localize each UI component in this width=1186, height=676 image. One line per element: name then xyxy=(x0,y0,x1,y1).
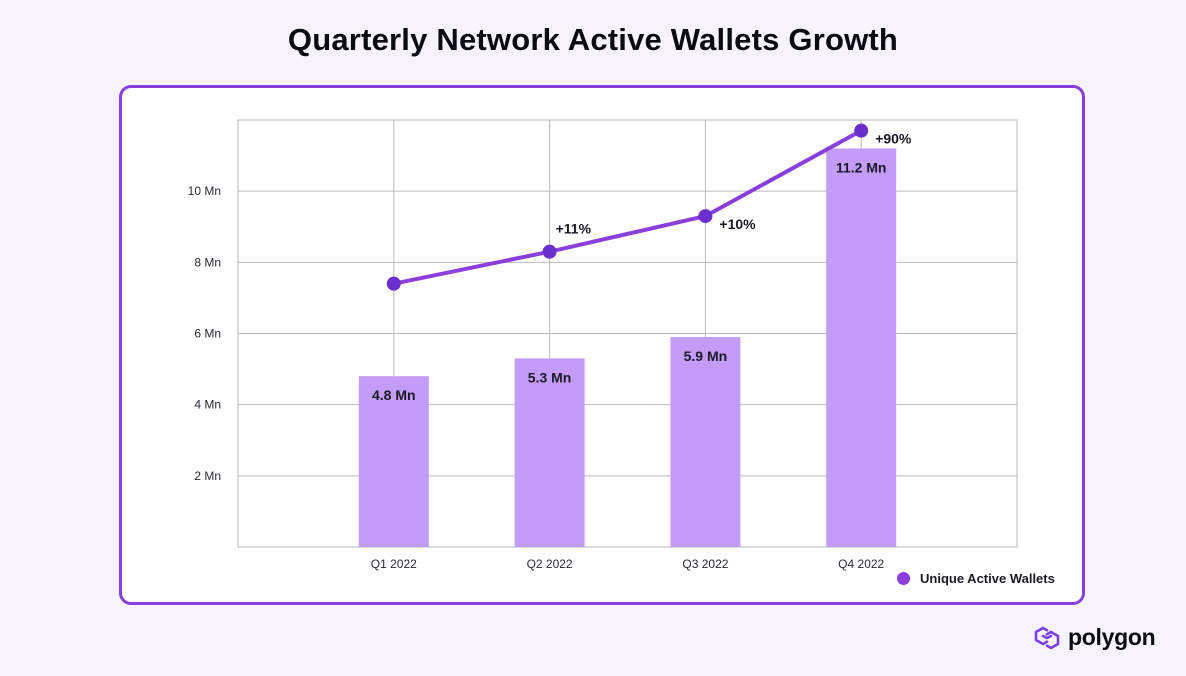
x-tick-label: Q1 2022 xyxy=(371,557,417,571)
trend-line-series xyxy=(386,123,869,291)
brand-name: polygon xyxy=(1068,624,1156,650)
legend-marker xyxy=(897,572,910,585)
bar xyxy=(826,148,897,547)
legend-label: Unique Active Wallets xyxy=(920,571,1055,586)
chart-card xyxy=(119,85,1085,605)
y-tick-label: 10 Mn xyxy=(188,184,221,198)
bars xyxy=(358,148,897,547)
labels: 2 Mn 4 Mn 6 Mn 8 Mn 10 Mn 4.8 Mn 5.3 Mn 5.9 Mn 1… xyxy=(188,131,912,571)
trend-line xyxy=(391,128,864,286)
growth-label: +90% xyxy=(875,131,912,147)
growth-label: +10% xyxy=(719,216,756,232)
y-tick-label: 4 Mn xyxy=(194,398,221,412)
bar-value-label: 5.9 Mn xyxy=(684,348,728,364)
trend-point xyxy=(698,209,713,224)
bar xyxy=(514,358,585,547)
y-tick-label: 8 Mn xyxy=(194,255,221,269)
bar-value-label: 11.2 Mn xyxy=(836,159,887,175)
brand: polygon xyxy=(1032,624,1156,651)
x-tick-label: Q2 2022 xyxy=(527,557,573,571)
grid xyxy=(237,119,1018,548)
bar xyxy=(670,337,741,547)
trend-point xyxy=(854,123,869,138)
trend-point xyxy=(542,244,557,259)
trend-point xyxy=(386,276,401,291)
bar-value-label: 4.8 Mn xyxy=(372,387,416,403)
page-title: Quarterly Network Active Wallets Growth xyxy=(287,22,899,57)
growth-label: +11% xyxy=(556,221,592,237)
bar xyxy=(358,376,429,547)
y-tick-label: 6 Mn xyxy=(194,327,221,341)
x-tick-label: Q4 2022 xyxy=(838,557,884,571)
legend: Unique Active Wallets xyxy=(897,571,1055,586)
polygon-logo-icon xyxy=(1034,626,1060,649)
bar-value-label: 5.3 Mn xyxy=(528,369,572,385)
x-tick-label: Q3 2022 xyxy=(682,557,728,571)
y-tick-label: 2 Mn xyxy=(194,469,221,483)
